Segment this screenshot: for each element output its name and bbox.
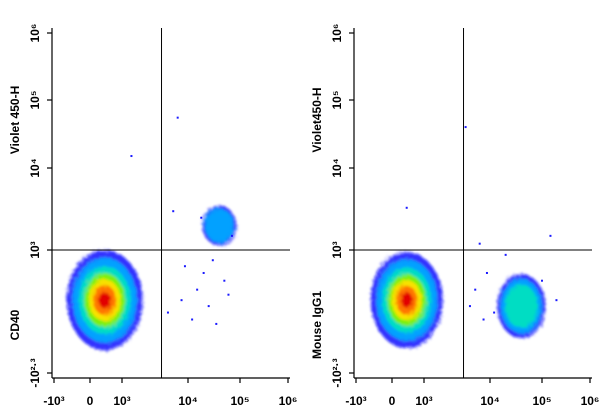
- event-dot: [172, 210, 175, 213]
- event-dot: [468, 305, 471, 308]
- marker-label: CD40: [8, 309, 22, 340]
- y-tick-label: 10⁶: [330, 24, 344, 43]
- event-dot: [541, 279, 543, 282]
- event-dot: [493, 311, 496, 314]
- y-tick-label: 10³: [28, 241, 42, 258]
- x-tick-label: -10³: [345, 394, 366, 408]
- x-tick-label: 10⁵: [231, 394, 250, 408]
- event-dot: [474, 288, 477, 291]
- population: [497, 274, 546, 339]
- event-dot: [485, 271, 488, 274]
- population: [370, 252, 443, 349]
- x-tick-label: 10⁴: [178, 394, 197, 408]
- event-dot: [166, 311, 169, 314]
- event-dot: [130, 155, 133, 158]
- event-dot: [464, 126, 467, 129]
- event-dot: [223, 279, 226, 282]
- y-tick-label: 10⁴: [330, 158, 344, 177]
- event-dot: [555, 299, 558, 302]
- y-tick-label: 10⁴: [28, 158, 42, 177]
- event-dot: [405, 206, 408, 209]
- density-ring: [205, 208, 234, 243]
- event-dot: [176, 116, 179, 119]
- population: [66, 250, 143, 351]
- event-dot: [200, 216, 203, 219]
- x-tick-label: 10³: [113, 394, 130, 408]
- event-dot: [180, 299, 183, 302]
- population: [202, 205, 237, 246]
- event-dot: [504, 253, 507, 256]
- x-tick-label: 10⁶: [279, 394, 298, 408]
- event-dot: [202, 271, 205, 274]
- y-tick-label: -10²·³: [330, 358, 344, 387]
- x-tick-label: -10³: [43, 394, 64, 408]
- event-dot: [549, 234, 552, 237]
- y-tick-label: 10⁶: [28, 24, 42, 43]
- event-dot: [196, 288, 199, 291]
- event-dot: [183, 265, 186, 268]
- event-dot: [478, 242, 481, 245]
- y-tick-label: 10⁵: [330, 91, 344, 110]
- y-tick-label: 10⁵: [28, 91, 42, 110]
- x-tick-label: 10⁵: [533, 394, 552, 408]
- density-ring: [504, 284, 538, 328]
- x-tick-label: 0: [87, 394, 94, 408]
- panel: Violet 450-H CD40 -10³ 0 10³ 10⁴ 10⁵ 10⁶ -10²·³ 1…: [8, 24, 297, 409]
- event-dot: [191, 318, 194, 321]
- y-tick-label: 10³: [330, 241, 344, 258]
- x-tick-label: 10³: [415, 394, 432, 408]
- event-dot: [215, 322, 218, 325]
- event-dot: [230, 234, 233, 237]
- y-axis-label: Violet 450-H: [8, 86, 22, 154]
- event-dot: [207, 305, 210, 308]
- x-tick-label: 10⁶: [581, 394, 600, 408]
- y-tick-label: -10²·³: [28, 358, 42, 387]
- event-dot: [211, 259, 214, 262]
- x-tick-label: 10⁴: [480, 394, 499, 408]
- y-axis-label: Violet450-H: [310, 87, 324, 152]
- density-ring: [400, 292, 413, 308]
- event-dot: [482, 318, 485, 321]
- marker-label: Mouse IgG1: [310, 291, 324, 359]
- panel: Violet450-H Mouse IgG1 -10³ 0 10³ 10⁴ 10⁵ 10⁶ -1…: [310, 24, 599, 409]
- x-tick-label: 0: [389, 394, 396, 408]
- event-dot: [227, 293, 230, 296]
- density-ring: [98, 292, 111, 309]
